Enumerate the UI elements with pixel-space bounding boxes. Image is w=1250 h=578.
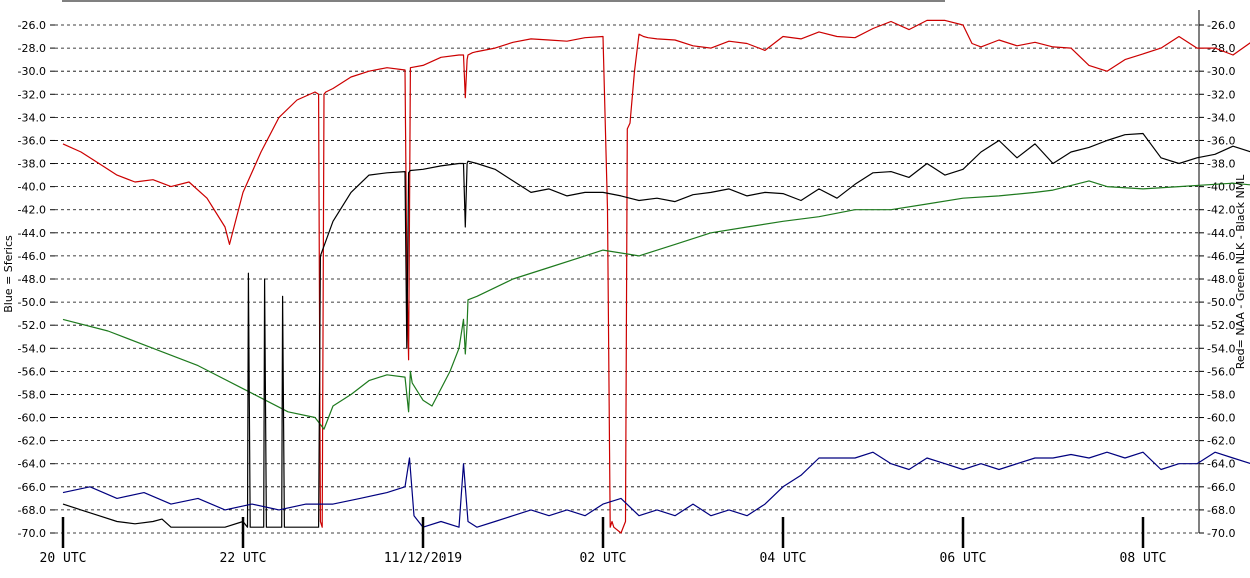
left-y-tick-label: -54.0 [18, 342, 46, 355]
right-y-tick-label: -46.0 [1207, 250, 1235, 263]
left-y-tick-label: -50.0 [18, 296, 46, 309]
left-y-tick-label: -56.0 [18, 365, 46, 378]
right-y-tick-label: -62.0 [1207, 435, 1235, 448]
left-y-tick-label: -66.0 [18, 481, 46, 494]
x-tick-label: 08 UTC [1120, 551, 1167, 566]
right-y-tick-label: -60.0 [1207, 412, 1235, 425]
right-y-tick-labels: -26.0 -28.0 -30.0 -32.0 -34.0 -36.0 -38.0 -40.0… [1207, 19, 1235, 540]
x-tick-label: 11/12/2019 [384, 551, 462, 566]
series-line-nlk [62, 180, 1250, 430]
series-line-naa [62, 19, 1250, 534]
left-y-tick-label: -32.0 [18, 88, 46, 101]
left-y-tick-label: -52.0 [18, 319, 46, 332]
right-y-tick-label: -66.0 [1207, 481, 1235, 494]
right-y-tick-label: -70.0 [1207, 527, 1235, 540]
left-y-tick-label: -48.0 [18, 273, 46, 286]
right-y-tick-label: -32.0 [1207, 88, 1235, 101]
left-y-tick-labels: -26.0 -28.0 -30.0 -32.0 -34.0 -36.0 -38.0 -40.0… [18, 19, 46, 540]
left-y-tick-label: -34.0 [18, 111, 46, 124]
right-y-tick-label: -38.0 [1207, 158, 1235, 171]
right-y-tick-label: -56.0 [1207, 365, 1235, 378]
left-y-tick-label: -68.0 [18, 504, 46, 517]
right-y-tick-label: -64.0 [1207, 458, 1235, 471]
right-y-tick-label: -42.0 [1207, 204, 1235, 217]
series-lines [62, 19, 1250, 534]
right-y-tick-label: -36.0 [1207, 134, 1235, 147]
left-y-tick-label: -62.0 [18, 435, 46, 448]
right-axis-label: Red= NAA - Green NLK - Black NML [1234, 174, 1247, 369]
left-y-tick-label: -70.0 [18, 527, 46, 540]
right-y-tick-label: -58.0 [1207, 388, 1235, 401]
right-y-tick-label: -44.0 [1207, 227, 1235, 240]
left-y-tick-label: -26.0 [18, 19, 46, 32]
x-tick-label: 20 UTC [40, 551, 87, 566]
series-line-nml [62, 132, 1250, 528]
right-y-tick-label: -30.0 [1207, 65, 1235, 78]
left-y-tick-label: -58.0 [18, 388, 46, 401]
right-y-tick-label: -52.0 [1207, 319, 1235, 332]
left-y-tick-label: -36.0 [18, 134, 46, 147]
x-tick-label: 22 UTC [220, 551, 267, 566]
right-y-tick-label: -34.0 [1207, 111, 1235, 124]
x-tick-label: 04 UTC [760, 551, 807, 566]
left-y-tick-label: -44.0 [18, 227, 46, 240]
left-y-tick-label: -60.0 [18, 412, 46, 425]
right-y-tick-label: -48.0 [1207, 273, 1235, 286]
x-tick-marks: 20 UTC 22 UTC 11/12/2019 02 UTC 04 UTC 06 UTC… [40, 517, 1167, 566]
right-y-tick-label: -26.0 [1207, 19, 1235, 32]
x-tick-label: 02 UTC [580, 551, 627, 566]
right-y-tick-label: -54.0 [1207, 342, 1235, 355]
x-tick-label: 06 UTC [940, 551, 987, 566]
left-y-tick-label: -46.0 [18, 250, 46, 263]
right-y-tick-label: -40.0 [1207, 181, 1235, 194]
left-y-tick-label: -64.0 [18, 458, 46, 471]
left-y-tick-label: -30.0 [18, 65, 46, 78]
left-y-tick-label: -38.0 [18, 158, 46, 171]
series-line-sferics [62, 451, 1250, 528]
left-y-tick-label: -42.0 [18, 204, 46, 217]
left-y-tick-label: -28.0 [18, 42, 46, 55]
left-axis-label: Blue = Sferics [2, 235, 15, 313]
right-y-tick-label: -50.0 [1207, 296, 1235, 309]
right-y-tick-label: -68.0 [1207, 504, 1235, 517]
right-y-tick-label: -28.0 [1207, 42, 1235, 55]
left-y-tick-label: -40.0 [18, 181, 46, 194]
